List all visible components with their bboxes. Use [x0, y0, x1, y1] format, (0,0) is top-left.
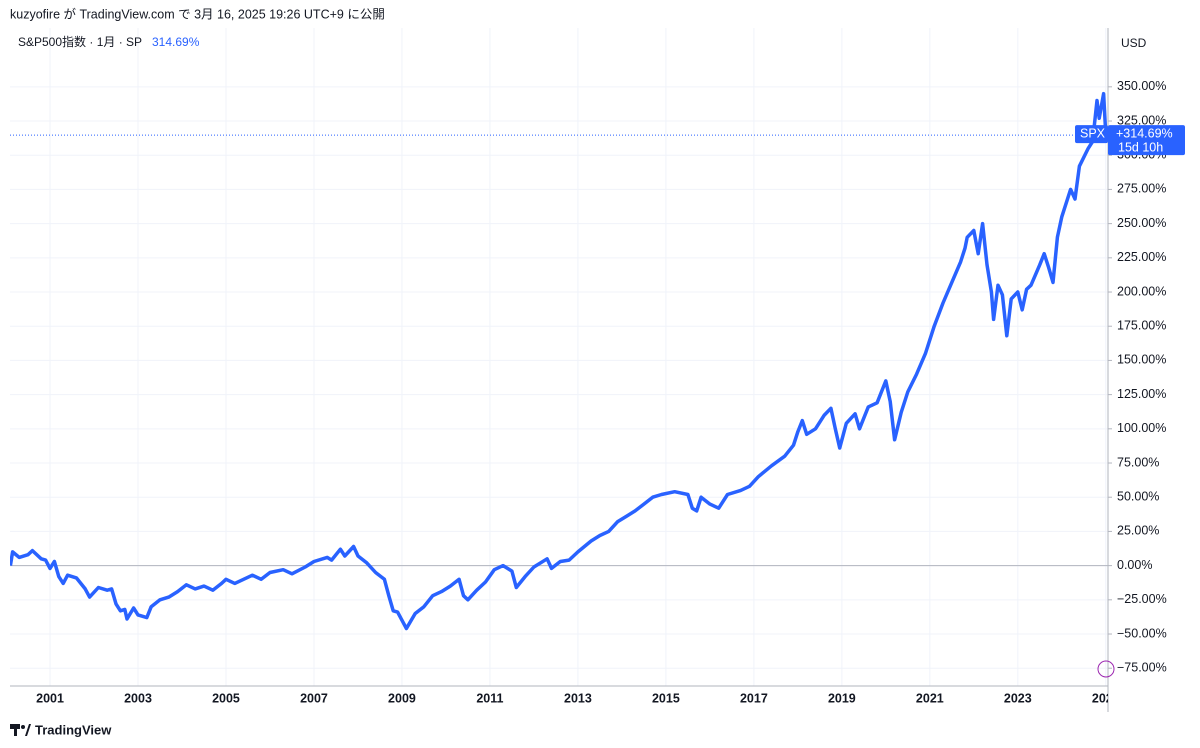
- currency: USD: [1121, 36, 1147, 50]
- y-tick-label: −75.00%: [1117, 661, 1167, 675]
- y-tick-label: 200.00%: [1117, 284, 1166, 298]
- price-line: [10, 91, 1108, 631]
- countdown: 15d 10h: [1118, 140, 1163, 154]
- footer-brand: TradingView: [35, 722, 112, 737]
- legend-value: 314.69%: [152, 35, 200, 49]
- x-tick-label: 2019: [828, 691, 856, 705]
- logo: [10, 724, 31, 736]
- y-tick-label: 275.00%: [1117, 182, 1166, 196]
- x-tick-label: 2017: [740, 691, 768, 705]
- y-tick-label: 75.00%: [1117, 455, 1159, 469]
- y-tick-label: 50.00%: [1117, 490, 1159, 504]
- header: kuzyofire が TradingView.com で 3月 16, 202…: [10, 6, 385, 21]
- y-tick-label: 175.00%: [1117, 319, 1166, 333]
- x-tick-label: 2023: [1004, 691, 1032, 705]
- x-tick-label: 2021: [916, 691, 944, 705]
- y-tick-label: 125.00%: [1117, 387, 1166, 401]
- y-tick-label: −25.00%: [1117, 592, 1167, 606]
- event-icon[interactable]: [1097, 660, 1115, 678]
- x-tick-label: 2005: [212, 691, 240, 705]
- price-tag: [1108, 125, 1185, 156]
- y-tick-label: 0.00%: [1117, 558, 1152, 572]
- y-tick-label: 100.00%: [1117, 421, 1166, 435]
- x-tick-label: 2003: [124, 691, 152, 705]
- x-tick-label: 2009: [388, 691, 416, 705]
- x-tick-label: 2015: [652, 691, 680, 705]
- y-tick-label: 25.00%: [1117, 524, 1159, 538]
- y-tick-label: 150.00%: [1117, 353, 1166, 367]
- y-tick-label: −50.00%: [1117, 626, 1167, 640]
- y-tick-label: 250.00%: [1117, 216, 1166, 230]
- y-tick-label: 225.00%: [1117, 250, 1166, 264]
- symbol-tag: [1075, 125, 1108, 144]
- y-tick-label: 350.00%: [1117, 79, 1166, 93]
- symbol-label: SPX: [1080, 126, 1106, 140]
- x-tick-label: 2013: [564, 691, 592, 705]
- x-tick-label: 2011: [476, 691, 503, 705]
- legend-label: S&P500指数 · 1月 · SP: [18, 34, 142, 49]
- x-tick-label: 2001: [36, 691, 64, 705]
- price-tag-label: +314.69%: [1116, 126, 1173, 140]
- x-tick-label: 2025: [1092, 691, 1120, 705]
- y-tick-label: 325.00%: [1117, 113, 1166, 127]
- x-tick-label: 2007: [300, 691, 328, 705]
